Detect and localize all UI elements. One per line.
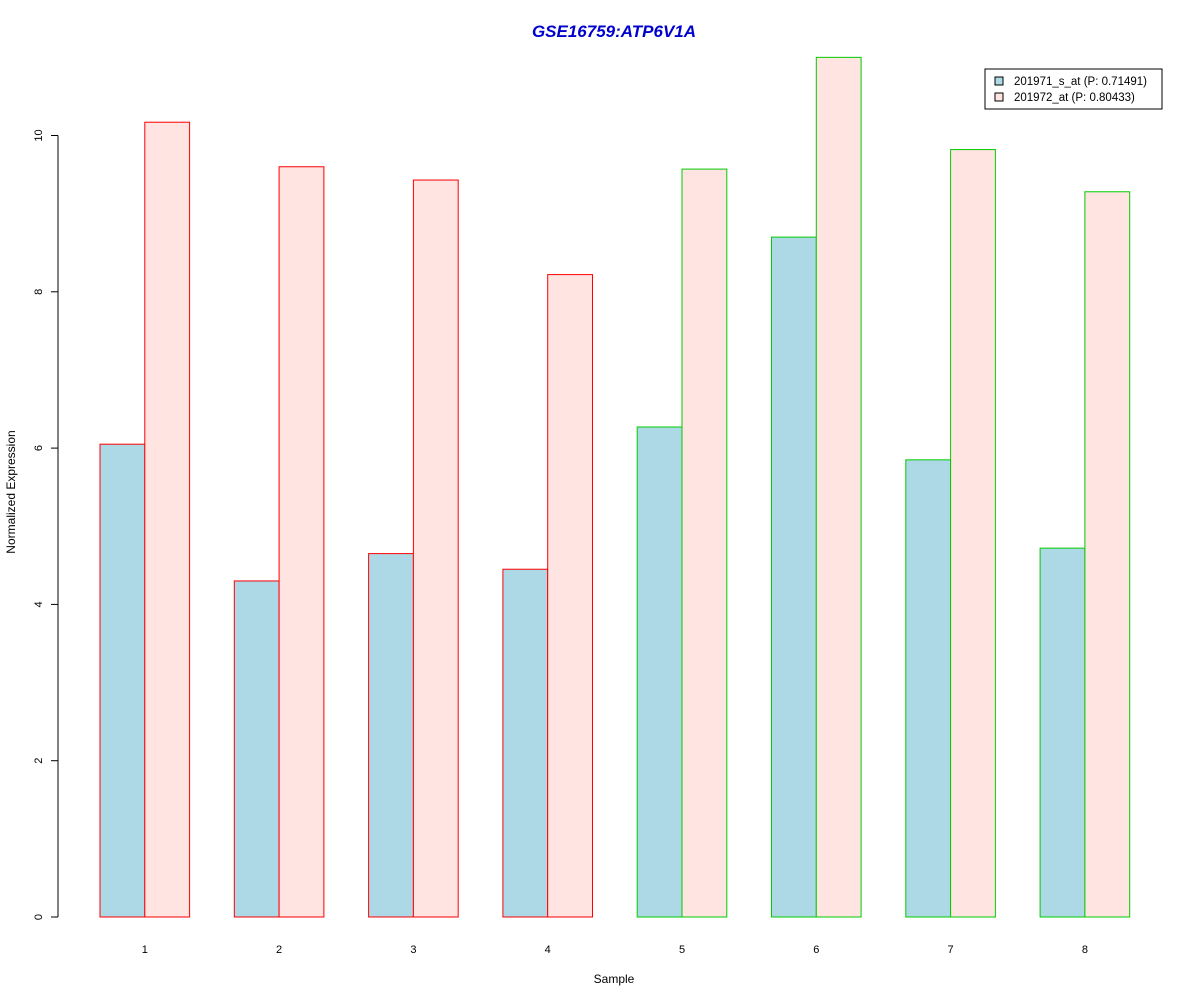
bars xyxy=(99,56,1131,918)
legend-swatch xyxy=(994,76,1004,86)
bar-sample-1-series-2 xyxy=(144,121,191,918)
bar-sample-5-series-2 xyxy=(681,168,728,918)
x-tick-label: 4 xyxy=(545,944,551,956)
bar-sample-8-series-1 xyxy=(1039,547,1086,918)
legend-entry: 201971_s_at (P: 0.71491) xyxy=(1014,76,1147,88)
y-tick-label: 6 xyxy=(33,445,45,451)
bar-sample-7-series-1 xyxy=(905,459,952,918)
chart-title: GSE16759:ATP6V1A xyxy=(532,22,696,41)
legend-entry: 201972_at (P: 0.80433) xyxy=(1014,92,1135,104)
bar-sample-6-series-2 xyxy=(815,56,862,918)
bar-sample-8-series-2 xyxy=(1084,191,1131,918)
y-tick-label: 8 xyxy=(33,289,45,295)
bar-sample-4-series-2 xyxy=(547,274,594,918)
legend-swatch xyxy=(994,92,1004,102)
x-tick-label: 8 xyxy=(1082,944,1088,956)
bar-sample-6-series-1 xyxy=(771,236,817,918)
y-tick-label: 10 xyxy=(33,129,45,141)
bar-sample-4-series-1 xyxy=(502,568,549,918)
y-axis: 0 2 4 6 8 10 xyxy=(33,129,59,920)
bar-sample-2-series-1 xyxy=(233,580,280,918)
legend-box xyxy=(984,68,1163,110)
bar-sample-7-series-2 xyxy=(950,149,996,918)
y-tick-label: 2 xyxy=(33,758,45,764)
bar-sample-1-series-1 xyxy=(99,443,146,918)
x-tick-label: 6 xyxy=(813,944,819,956)
bar-sample-3-series-2 xyxy=(412,179,459,918)
x-tick-label: 2 xyxy=(276,944,282,956)
bar-sample-2-series-2 xyxy=(278,166,325,918)
bar-sample-3-series-1 xyxy=(368,553,414,918)
x-tick-label: 7 xyxy=(948,944,954,956)
y-tick-label: 4 xyxy=(33,601,45,607)
legend: 201971_s_at (P: 0.71491) 201972_at (P: 0.… xyxy=(984,68,1163,110)
x-axis: 1 2 3 4 5 6 7 8 xyxy=(142,944,1088,956)
y-tick-label: 0 xyxy=(33,914,45,920)
x-axis-label: Sample xyxy=(594,972,635,986)
x-tick-label: 5 xyxy=(679,944,685,956)
y-axis-label: Normalized Expression xyxy=(4,430,18,553)
x-tick-label: 3 xyxy=(410,944,416,956)
bar-sample-5-series-1 xyxy=(636,426,683,918)
x-tick-label: 1 xyxy=(142,944,148,956)
